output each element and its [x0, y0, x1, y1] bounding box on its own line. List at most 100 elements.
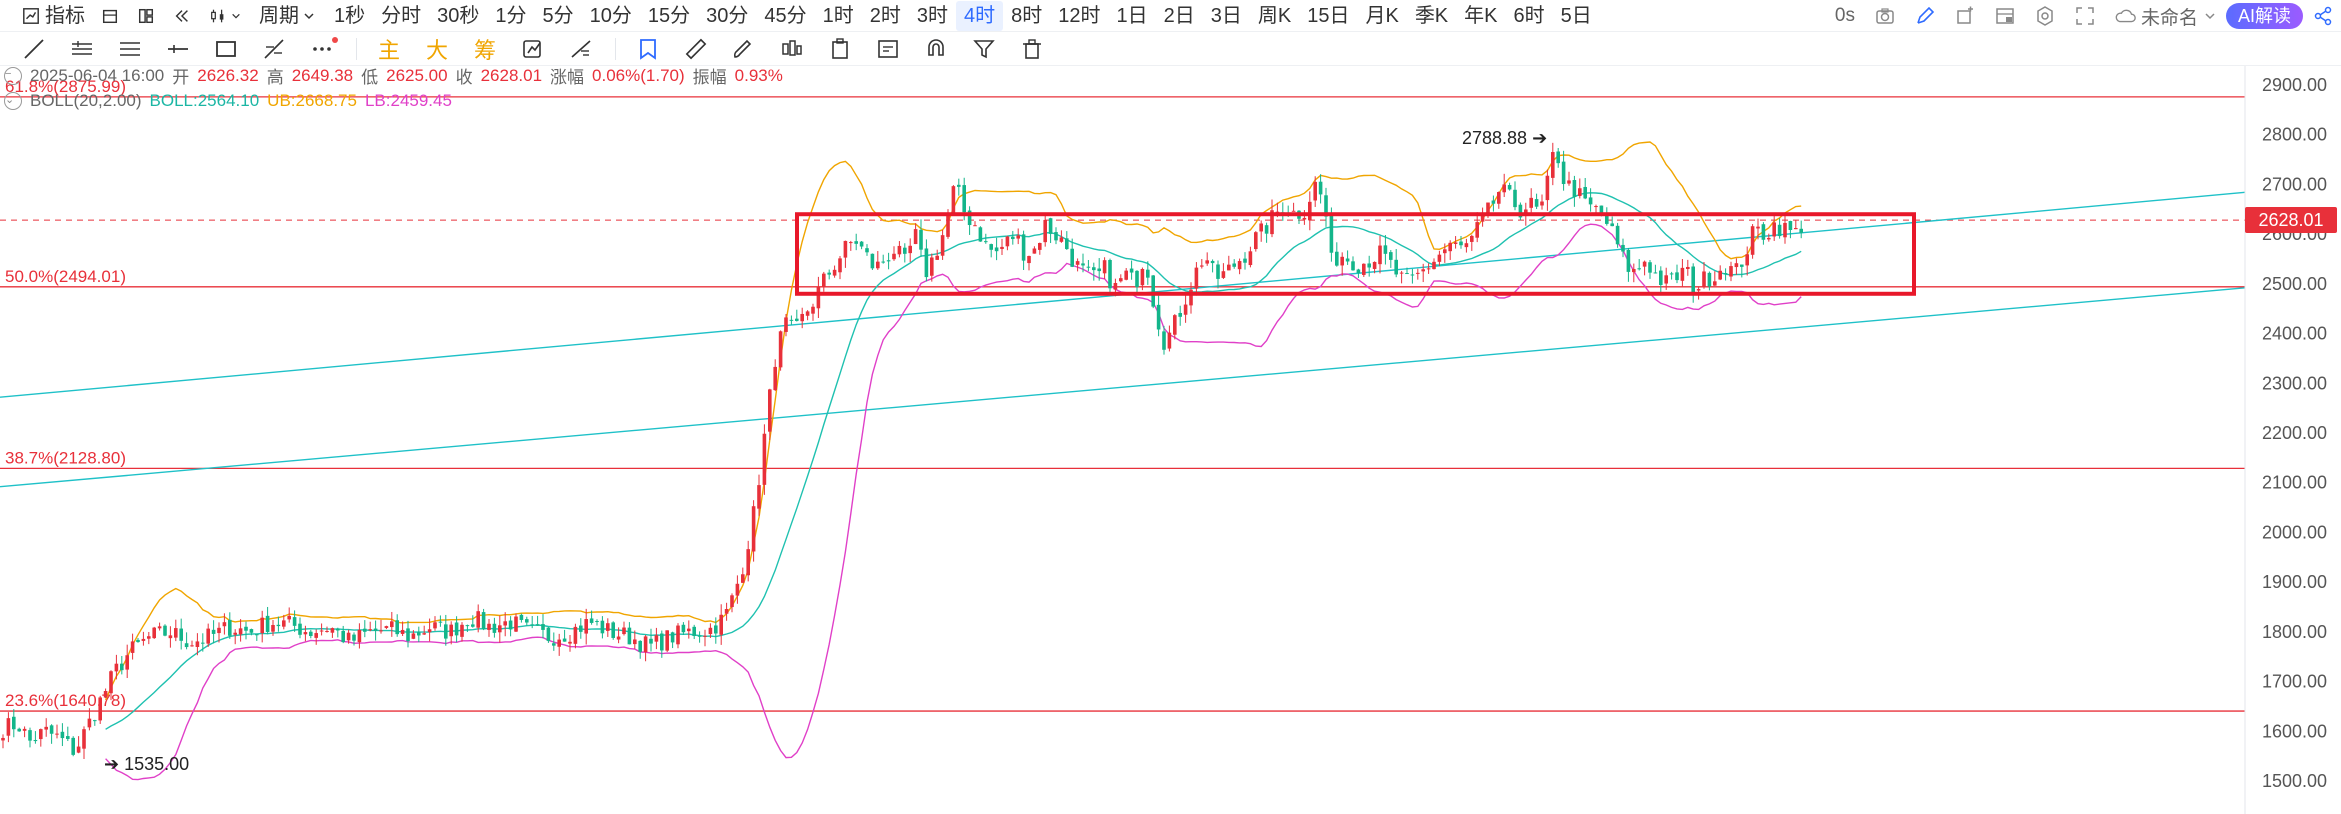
layout-save-dropdown[interactable]: 未命名	[2105, 0, 2226, 32]
parallel-channel-tool-icon[interactable]	[64, 34, 100, 64]
period-dropdown[interactable]: 周期	[252, 1, 322, 31]
timeframe-button[interactable]: 周K	[1257, 4, 1292, 27]
indicators-button[interactable]: 指标	[10, 1, 92, 31]
candle-body	[1750, 226, 1755, 255]
big-order-tool[interactable]: 大	[425, 37, 448, 63]
timeframe-button[interactable]: 15分	[647, 4, 691, 27]
timeframe-button[interactable]: 30分	[706, 4, 749, 27]
collapse-circle-icon[interactable]: −	[4, 66, 22, 85]
delete-trash-icon[interactable]	[1014, 34, 1050, 64]
candle-body	[854, 241, 858, 244]
fullscreen-icon[interactable]	[2065, 0, 2105, 32]
edit-icon[interactable]	[1905, 0, 1945, 32]
candle-body	[1291, 210, 1296, 212]
timeframe-button[interactable]: 年K	[1464, 4, 1498, 27]
candle-body	[595, 621, 599, 623]
fib-tool-icon[interactable]	[256, 34, 292, 64]
timeframe-button[interactable]: 45分	[764, 4, 807, 27]
timeframe-button[interactable]: 15日	[1307, 4, 1350, 27]
bookmark-tool-icon[interactable]	[630, 34, 666, 64]
boll-indicator-name[interactable]: BOLL(20,2.00)	[30, 91, 142, 110]
camera-icon[interactable]	[1865, 0, 1905, 32]
magnet-tool-icon[interactable]	[918, 34, 954, 64]
horizontal-ray-tool-icon[interactable]	[160, 34, 196, 64]
candle-body	[1059, 237, 1064, 242]
change-value: 0.06%(1.70)	[592, 65, 685, 85]
share-icon[interactable]	[2313, 0, 2341, 32]
timeframe-button[interactable]: 5分	[542, 4, 574, 27]
more-tools-icon[interactable]	[304, 34, 340, 64]
candle-body	[93, 720, 97, 722]
candle-body	[573, 626, 578, 644]
timeframe-button[interactable]: 分时	[381, 4, 422, 27]
timeframe-button[interactable]: 4时	[956, 0, 1004, 31]
compare-tool-icon[interactable]	[563, 34, 599, 64]
candle-body	[1621, 244, 1625, 252]
timeframe-button[interactable]: 2日	[1163, 4, 1195, 27]
rectangle-tool-icon[interactable]	[208, 34, 244, 64]
layout-icon[interactable]	[136, 6, 156, 26]
candle-body	[336, 628, 340, 631]
timeframe-button[interactable]: 1日	[1116, 4, 1148, 27]
new-window-icon[interactable]	[1945, 0, 1985, 32]
candle-body	[1075, 261, 1080, 265]
candle-pattern-tool-icon[interactable]	[774, 34, 810, 64]
chip-distribution-tool[interactable]: 筹	[473, 37, 496, 63]
timeframe-button[interactable]: 30秒	[437, 4, 480, 27]
candle-body	[1486, 202, 1490, 214]
ai-interpret-button[interactable]: AI解读	[2225, 3, 2303, 29]
timeframe-button[interactable]: 12时	[1058, 4, 1101, 27]
change-label: 涨幅	[550, 68, 585, 87]
candle-body	[530, 624, 534, 626]
chevron-down-icon[interactable]	[230, 6, 242, 26]
measure-tool-icon[interactable]	[515, 34, 551, 64]
note-tool-icon[interactable]	[870, 34, 906, 64]
timeframe-button[interactable]: 5日	[1560, 4, 1592, 27]
candle-body	[697, 635, 702, 637]
chart-area[interactable]: 61.8%(2875.99) 50.0%(2494.01) 38.7%(2128.8…	[0, 66, 2341, 814]
candle-body	[244, 626, 248, 631]
candle-body	[649, 638, 653, 644]
candle-body	[1027, 256, 1031, 264]
candle-body	[1092, 267, 1096, 271]
timeframe-button[interactable]: 1分	[495, 4, 527, 27]
timeframe-button[interactable]: 3日	[1210, 4, 1242, 27]
candle-body	[557, 639, 561, 647]
candle-body	[1669, 273, 1674, 275]
low-label: 低	[361, 68, 379, 87]
candle-body	[1124, 270, 1128, 280]
candle-body	[606, 623, 610, 631]
filter-tool-icon[interactable]	[966, 34, 1002, 64]
candle-body	[897, 245, 902, 255]
candle-body	[163, 625, 167, 636]
candle-body	[346, 632, 351, 641]
replay-icon[interactable]	[172, 6, 192, 26]
brush-tool-icon[interactable]	[726, 34, 762, 64]
trend-line-tool-icon[interactable]	[16, 34, 52, 64]
timeframe-button[interactable]: 6时	[1513, 4, 1545, 27]
candle-body	[1178, 312, 1182, 317]
timeframe-button[interactable]: 3时	[916, 4, 948, 27]
boll-collapse-icon[interactable]: ⌄	[4, 92, 22, 110]
timeframe-button[interactable]: 2时	[869, 4, 901, 27]
timeframe-button[interactable]: 季K	[1414, 4, 1449, 27]
data-window-icon[interactable]	[1985, 0, 2025, 32]
y-tick-label: 2700.00	[2262, 174, 2327, 194]
candle-body	[292, 617, 297, 626]
timeframe-button[interactable]: 1秒	[334, 4, 366, 27]
timeframe-button[interactable]: 1时	[822, 4, 854, 27]
ruler-tool-icon[interactable]	[678, 34, 714, 64]
horizontal-lines-tool-icon[interactable]	[112, 34, 148, 64]
calendar-icon[interactable]	[100, 6, 120, 26]
amplitude-value: 0.93%	[734, 65, 783, 85]
candle-body	[55, 733, 59, 735]
clipboard-tool-icon[interactable]	[822, 34, 858, 64]
price-chart[interactable]: 61.8%(2875.99) 50.0%(2494.01) 38.7%(2128.8…	[0, 66, 2341, 814]
candle-body	[1405, 273, 1409, 275]
main-chip-tool[interactable]: 主	[377, 37, 400, 63]
candle-type-icon[interactable]	[208, 6, 228, 26]
timeframe-button[interactable]: 月K	[1365, 4, 1399, 27]
timeframe-button[interactable]: 8时	[1011, 4, 1043, 27]
settings-gear-icon[interactable]	[2025, 0, 2065, 32]
timeframe-button[interactable]: 10分	[589, 4, 632, 27]
